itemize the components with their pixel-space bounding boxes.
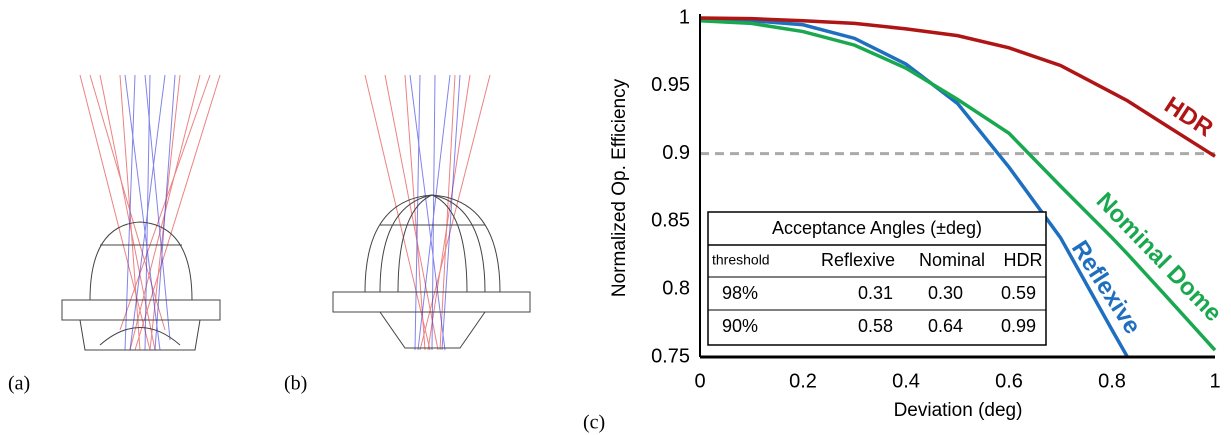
x-tick-label: 0.8 [1098, 370, 1126, 392]
x-tick-label: 0.2 [789, 370, 817, 392]
series-label: Reflexive [1066, 236, 1146, 339]
table-cell: 98% [722, 283, 758, 303]
table-box [707, 211, 1047, 346]
table-cell: 0.99 [1001, 316, 1036, 336]
series-line [699, 18, 1217, 352]
table-header: Nominal [919, 250, 985, 270]
table-header: HDR [1004, 250, 1043, 270]
y-tick-label: 0.9 [662, 142, 690, 164]
x-tick-label: 0.4 [892, 370, 920, 392]
ray-diagram-b [332, 74, 531, 351]
x-tick-label: 0 [694, 370, 705, 392]
x-tick-label: 1 [1209, 370, 1220, 392]
panel-label: (b) [284, 373, 307, 395]
table-cell: 0.59 [1001, 283, 1036, 303]
table-header: threshold [712, 252, 770, 268]
ray-diagram-a [61, 74, 221, 351]
panel-label: (a) [8, 373, 30, 395]
y-tick-label: 1 [679, 6, 690, 28]
table-title: Acceptance Angles (±deg) [772, 218, 982, 238]
table-cell: 0.58 [858, 316, 893, 336]
y-tick-label: 0.75 [651, 345, 690, 367]
y-tick-label: 0.85 [651, 210, 690, 232]
panel-label: (c) [583, 412, 605, 434]
table-cell: 0.64 [928, 316, 963, 336]
y-axis-label: Normalized Op. Efficiency [609, 78, 630, 297]
x-axis-label: Deviation (deg) [894, 400, 1023, 421]
y-tick-label: 0.8 [662, 277, 690, 299]
table-header: Reflexive [821, 250, 895, 270]
series-label: HDR [1159, 92, 1217, 143]
table-cell: 0.31 [858, 283, 893, 303]
table-cell: 90% [722, 316, 758, 336]
y-tick-label: 0.95 [651, 74, 690, 96]
table-cell: 0.30 [928, 283, 963, 303]
x-tick-label: 0.6 [995, 370, 1023, 392]
series-line [699, 16, 1216, 158]
